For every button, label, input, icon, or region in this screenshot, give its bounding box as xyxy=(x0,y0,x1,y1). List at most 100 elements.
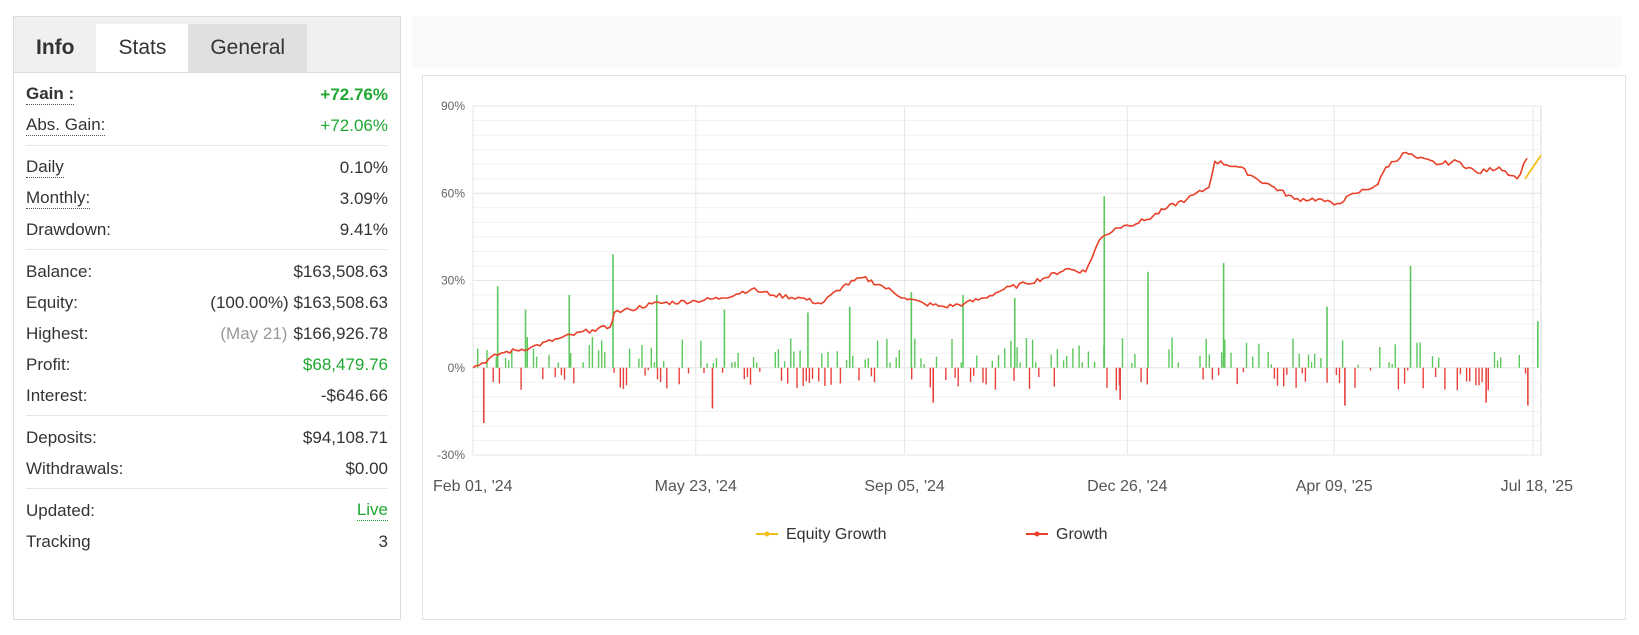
daily-bar xyxy=(1379,347,1381,368)
tab-info[interactable]: Info xyxy=(36,36,75,59)
daily-bar xyxy=(991,361,993,368)
daily-bar xyxy=(1341,340,1344,368)
tab-general[interactable]: General xyxy=(188,24,308,72)
daily-bar xyxy=(731,362,733,368)
daily-bar xyxy=(1301,367,1303,374)
daily-bar xyxy=(749,367,752,385)
daily-bar xyxy=(1093,361,1096,368)
daily-bar xyxy=(808,367,811,384)
daily-bar xyxy=(1286,367,1288,375)
daily-bar xyxy=(591,337,594,368)
daily-bar xyxy=(563,367,566,380)
daily-bar xyxy=(824,367,826,387)
daily-bar xyxy=(793,351,795,368)
daily-bar xyxy=(1403,367,1406,384)
daily-bar xyxy=(613,367,615,373)
daily-bar xyxy=(532,348,535,368)
daily-bar xyxy=(994,367,997,390)
daily-bar xyxy=(1391,363,1393,368)
daily-bar xyxy=(759,367,761,372)
daily-bar xyxy=(495,356,497,368)
daily-bar xyxy=(681,339,683,368)
daily-bar xyxy=(1459,367,1462,375)
daily-bar xyxy=(492,367,494,383)
daily-bar xyxy=(830,367,832,385)
updated-row: Updated: Live xyxy=(26,495,388,526)
daily-bar xyxy=(535,356,538,368)
daily-bar xyxy=(1310,362,1313,368)
daily-bar xyxy=(548,355,550,368)
daily-bar xyxy=(783,361,786,368)
daily-bar xyxy=(839,367,842,384)
daily-label[interactable]: Daily xyxy=(26,157,64,178)
daily-value: 0.10% xyxy=(339,157,388,177)
tab-stats[interactable]: Stats xyxy=(96,24,189,72)
deposits-value: $94,108.71 xyxy=(302,427,388,447)
daily-bar xyxy=(1211,367,1214,380)
daily-bar xyxy=(1307,354,1310,368)
daily-bar-peak xyxy=(711,367,714,409)
x-tick-label: May 23, '24 xyxy=(655,478,737,495)
daily-bar xyxy=(1493,352,1496,368)
interest-row: Interest: -$646.66 xyxy=(26,380,388,411)
rates-group: Daily 0.10% Monthly: 3.09% Drawdown: 9.4… xyxy=(26,146,388,250)
growth-chart-container: 90% 60% 30% 0% -30% Feb 01, '24 May 23, '24 Sep… xyxy=(422,75,1626,620)
legend-swatch-marker xyxy=(764,531,770,537)
daily-bar xyxy=(1236,367,1238,385)
daily-bar xyxy=(721,367,724,373)
daily-bar xyxy=(656,367,659,380)
daily-bar xyxy=(1016,347,1018,368)
daily-bar xyxy=(1004,348,1006,368)
account-group: Balance: $163,508.63 Equity: (100.00%) $… xyxy=(26,250,388,416)
daily-bar xyxy=(1304,367,1307,382)
y-tick-label: 90% xyxy=(441,99,465,113)
daily-bar xyxy=(1035,362,1037,368)
monthly-row: Monthly: 3.09% xyxy=(26,183,388,214)
live-status-link[interactable]: Live xyxy=(356,500,388,521)
drawdown-value: 9.41% xyxy=(339,219,388,239)
daily-bar-peak xyxy=(962,295,964,368)
growth-chart[interactable]: 90% 60% 30% 0% -30% Feb 01, '24 May 23, '24 Sep… xyxy=(423,76,1625,619)
daily-bar xyxy=(1177,362,1179,368)
daily-bar xyxy=(1276,367,1279,386)
abs-gain-label[interactable]: Abs. Gain: xyxy=(26,115,106,136)
daily-bar xyxy=(1292,338,1294,368)
daily-bar-peak xyxy=(910,292,913,368)
daily-bar xyxy=(1121,338,1124,368)
daily-bar xyxy=(1019,362,1021,368)
gain-value: +72.76% xyxy=(320,84,388,104)
daily-bar xyxy=(1419,342,1421,368)
daily-bar xyxy=(1357,364,1359,368)
profit-row: Profit: $68,479.76 xyxy=(26,349,388,380)
daily-bar-peak xyxy=(723,309,726,368)
monthly-label[interactable]: Monthly: xyxy=(26,188,91,209)
highest-date: (May 21) xyxy=(220,323,288,343)
legend-entry[interactable]: Equity Growth xyxy=(786,526,886,543)
daily-bar xyxy=(526,337,528,368)
daily-bar xyxy=(588,345,590,368)
daily-bar xyxy=(687,367,690,374)
legend-entry[interactable]: Growth xyxy=(1056,526,1108,543)
y-tick-label: 30% xyxy=(441,274,465,288)
daily-bar xyxy=(1335,367,1338,375)
daily-bar xyxy=(1354,367,1356,388)
daily-bar xyxy=(796,367,798,389)
daily-bar-peak xyxy=(1537,321,1539,368)
daily-bar xyxy=(1106,367,1108,388)
daily-bar xyxy=(1500,357,1502,368)
daily-row: Daily 0.10% xyxy=(26,152,388,183)
daily-bar xyxy=(805,367,807,382)
daily-bar xyxy=(734,361,736,368)
gain-label[interactable]: Gain : xyxy=(26,84,75,105)
daily-bar xyxy=(911,367,913,380)
daily-bar xyxy=(712,362,714,368)
daily-bar-peak xyxy=(482,367,485,424)
growth-series-line xyxy=(472,151,1528,369)
daily-bar xyxy=(601,340,603,368)
daily-bar xyxy=(756,362,758,368)
daily-bar xyxy=(898,350,900,368)
tracking-value: 3 xyxy=(378,531,388,551)
daily-bar xyxy=(1199,355,1201,368)
abs-gain-value: +72.06% xyxy=(320,115,388,135)
daily-bar xyxy=(647,367,649,371)
